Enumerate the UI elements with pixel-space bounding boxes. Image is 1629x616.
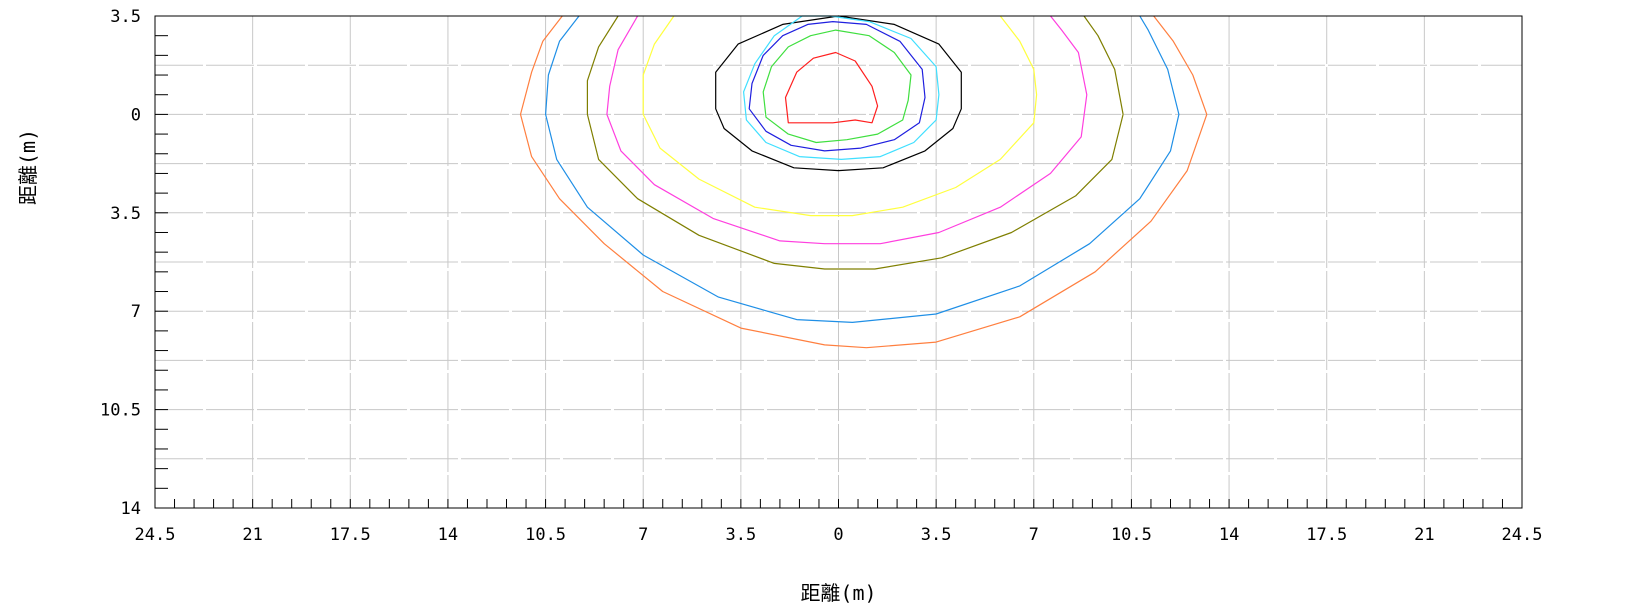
contour-line-2 [544,15,1180,323]
contour-layer [519,15,1208,349]
x-tick-label: 7 [1029,525,1039,545]
x-tick-label: 3.5 [921,525,952,545]
contour-line-5 [642,15,1038,217]
x-tick-label: 21 [242,525,262,545]
x-tick-label: 7 [638,525,648,545]
contour-line-4 [606,15,1088,245]
plot-frame [154,15,1523,509]
x-tick-label: 3.5 [725,525,756,545]
x-tick-label: 0 [833,525,843,545]
y-axis-title: 距離(m) [16,129,40,205]
y-tick-label: 14 [121,499,141,519]
x-tick-label: 14 [1219,525,1239,545]
x-tick-label: 14 [438,525,458,545]
contour-line-6 [715,15,962,172]
contour-line-3 [586,15,1124,270]
contour-line-8 [762,29,912,144]
contour-line-9 [748,21,926,152]
x-tick-label: 10.5 [1111,525,1152,545]
contour-line-1 [519,15,1208,349]
x-axis-title: 距離(m) [800,581,876,605]
y-tick-label: 3.5 [110,204,141,224]
y-tick-label: 3.5 [110,7,141,27]
x-tick-label: 24.5 [1502,525,1543,545]
contour-line-10 [784,51,879,124]
x-axis-tick-labels: 24.5 21 17.5 14 10.5 7 3.5 0 3.5 7 10.5 14 17.5 21 24.… [135,525,1543,545]
x-tick-label: 21 [1414,525,1434,545]
x-tick-label: 17.5 [330,525,371,545]
x-tick-label: 10.5 [525,525,566,545]
y-tick-label: 7 [131,302,141,322]
grid-layer [155,16,1522,508]
y-tick-label: 0 [131,105,141,125]
x-tick-label: 17.5 [1306,525,1347,545]
y-tick-label: 10.5 [100,401,141,421]
x-tick-label: 24.5 [135,525,176,545]
contour-line-7 [742,15,940,160]
y-axis-tick-labels: 3.5 0 3.5 7 10.5 14 [100,7,141,519]
